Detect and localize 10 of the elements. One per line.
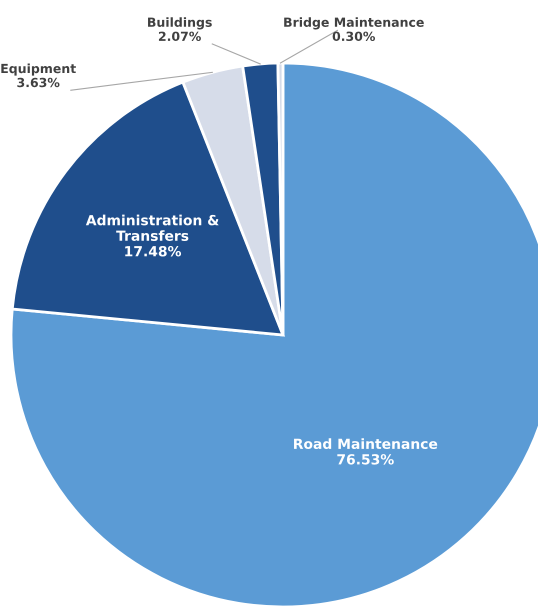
data-label: 0.30%: [332, 32, 376, 42]
slice-label: Road Maintenance: [294, 438, 438, 450]
data-label: 3.63%: [17, 78, 60, 88]
data-label: 17.48%: [125, 246, 182, 256]
slice-label: Bridge Maintenance: [284, 17, 424, 30]
data-label: 2.07%: [158, 32, 201, 42]
slice-label: Buildings: [148, 17, 212, 30]
data-label: 76.53%: [337, 454, 394, 465]
slice-label: Equipment: [1, 64, 76, 76]
slice-label: Administration & Transfers: [86, 214, 219, 241]
